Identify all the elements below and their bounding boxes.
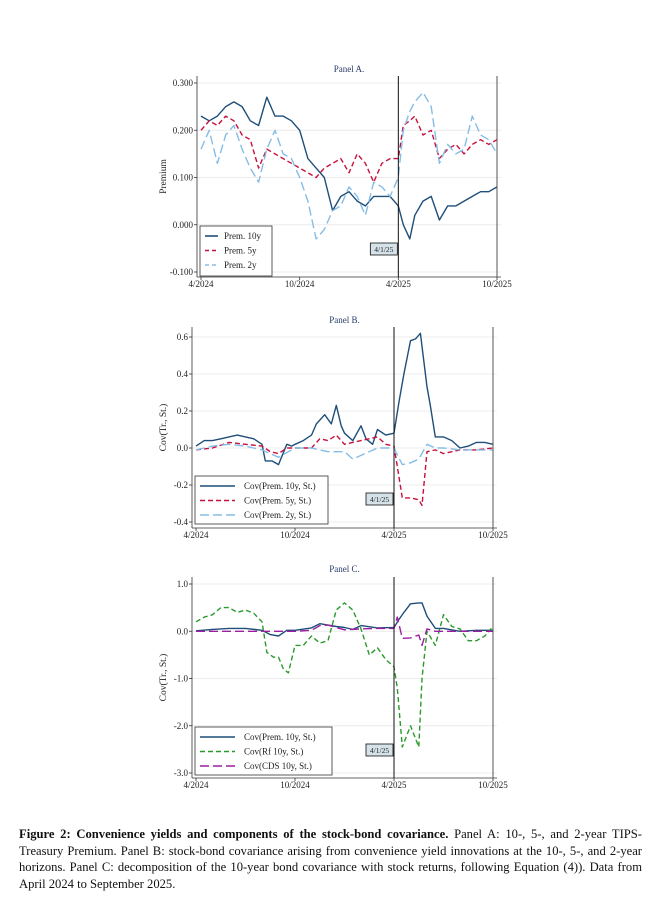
caption-text: Panel A: 10-, 5-, and 2-year TIPS-Treasu…	[19, 827, 642, 891]
legend-entry: Cov(CDS 10y, St.)	[244, 761, 312, 771]
y-tick-label: 1.0	[177, 579, 189, 589]
event-label-box	[365, 492, 394, 506]
event-label: 4/1/25	[370, 746, 389, 755]
y-tick-label: 0.0	[177, 443, 189, 453]
series-line-2	[195, 602, 494, 748]
event-label: 4/1/25	[370, 495, 389, 504]
panel-a: Panel A. 0.300 0.200 0.100 0.000 -0.100 4/2024…	[159, 64, 512, 289]
event-label-box	[369, 242, 398, 256]
legend-entry: Prem. 5y	[224, 246, 257, 256]
x-tick-label: 10/2024	[285, 279, 315, 289]
x-tick-label: 4/2024	[188, 279, 214, 289]
panel-title: Panel A.	[334, 64, 365, 74]
y-tick-label: 0.0	[177, 626, 189, 636]
y-axis-label: Premium	[159, 158, 169, 193]
y-tick-label: 0.4	[177, 369, 189, 379]
y-tick-label: 0.2	[177, 406, 188, 416]
legend-entry: Cov(Rf 10y, St.)	[244, 747, 303, 757]
series-line-1	[200, 96, 498, 240]
panel-title: Panel B.	[329, 315, 360, 325]
series-line-3	[200, 91, 498, 240]
y-tick-label: -2.0	[174, 721, 189, 731]
panel-b: Panel B. 0.6 0.4 0.2 0.0 -0.2 -0.4 4/2024 10/202…	[158, 315, 508, 540]
series-line-2	[200, 115, 498, 183]
legend-entry: Cov(Prem. 5y, St.)	[244, 496, 311, 506]
series-line-3	[196, 616, 493, 647]
event-label-box	[365, 743, 394, 757]
legend-entry: Prem. 2y	[224, 260, 257, 270]
y-axis-label: Cov(Tr., St.)	[158, 404, 169, 452]
y-tick-label: 0.100	[173, 173, 194, 183]
y-tick-label: 0.200	[173, 125, 194, 135]
series-line-2	[195, 434, 494, 507]
x-tick-label: 4/2025	[381, 530, 407, 540]
legend-entry: Cov(Prem. 2y, St.)	[244, 510, 311, 520]
panel-title: Panel C.	[329, 564, 360, 574]
series-line-1	[195, 332, 494, 466]
y-tick-label: -0.2	[174, 480, 188, 490]
x-tick-label: 10/2024	[280, 780, 310, 790]
x-tick-label: 4/2025	[381, 780, 407, 790]
y-tick-label: -1.0	[174, 674, 189, 684]
figure-caption: Figure 2: Convenience yields and compone…	[19, 826, 642, 892]
legend-entry: Cov(Prem. 10y, St.)	[244, 481, 316, 491]
event-label: 4/1/25	[374, 245, 393, 254]
x-tick-label: 10/2025	[478, 780, 508, 790]
y-tick-label: -3.0	[174, 768, 189, 778]
x-tick-label: 10/2025	[482, 279, 512, 289]
y-tick-label: -0.4	[174, 517, 189, 527]
x-tick-label: 4/2024	[183, 530, 209, 540]
x-tick-label: 4/2024	[183, 780, 209, 790]
series-line-3	[195, 443, 493, 466]
y-tick-label: 0.300	[173, 78, 194, 88]
y-tick-label: 0.6	[177, 332, 189, 342]
y-tick-label: -0.100	[170, 267, 194, 277]
y-axis-label: Cov(Tr., St.)	[158, 654, 169, 702]
y-tick-label: 0.000	[173, 220, 194, 230]
x-tick-label: 10/2025	[478, 530, 508, 540]
x-tick-label: 4/2025	[386, 279, 412, 289]
caption-label: Figure 2:	[19, 827, 71, 841]
legend-entry: Prem. 10y	[224, 231, 261, 241]
panel-c: Panel C. 1.0 0.0 -1.0 -2.0 -3.0 4/2024 10/2024 4…	[158, 564, 508, 790]
x-tick-label: 10/2024	[280, 530, 310, 540]
legend-entry: Cov(Prem. 10y, St.)	[244, 732, 316, 742]
caption-title: Convenience yields and components of the…	[76, 827, 449, 841]
